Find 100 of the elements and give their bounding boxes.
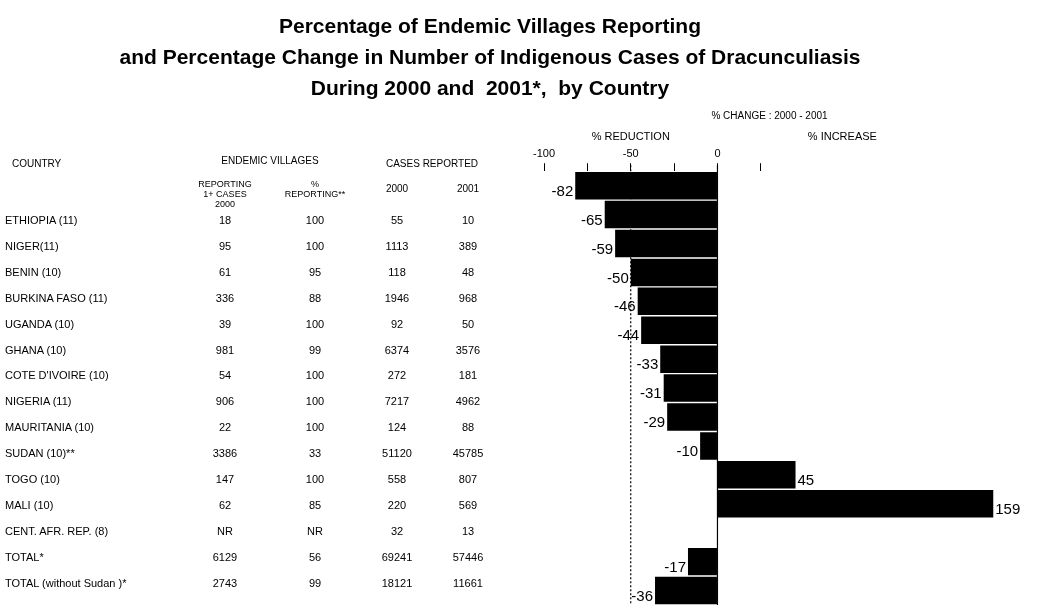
data-label: -33 — [636, 355, 659, 373]
text: 100 — [305, 369, 325, 382]
category-label: NIGER(11) — [5, 239, 59, 252]
text: 100 — [305, 473, 325, 485]
text: 558 — [387, 473, 407, 485]
text: 906 — [215, 395, 235, 408]
category-label: NIGERIA (11) — [5, 395, 72, 408]
category-label: % REPORTING** — [283, 179, 347, 199]
category-label: TOTAL* — [5, 550, 44, 563]
text: 807 — [458, 473, 478, 485]
text: 18 — [218, 214, 232, 226]
text: 57446 — [452, 550, 484, 563]
data-label: -36 — [631, 586, 654, 604]
category-label: 2000 — [384, 183, 410, 194]
text: 88 — [461, 421, 475, 434]
data-label: -29 — [643, 413, 666, 431]
x-axis-title: % CHANGE : 2000 - 2001 — [711, 109, 829, 121]
data-label: -46 — [613, 297, 636, 315]
category-label: TOTAL (without Sudan )* — [5, 576, 127, 589]
text: 22 — [218, 421, 232, 434]
data-label: -44 — [617, 326, 640, 344]
data-label: -17 — [664, 557, 686, 575]
text: 389 — [458, 239, 478, 252]
text: 100 — [305, 317, 325, 330]
category-label: GHANA (10) — [5, 343, 67, 356]
text: 1946 — [384, 291, 410, 304]
category-label: MAURITANIA (10) — [5, 421, 95, 434]
text: 100 — [305, 395, 325, 408]
text: 85 — [308, 498, 322, 511]
category-label: ETHIOPIA (11) — [5, 214, 78, 226]
text: 33 — [308, 447, 322, 460]
data-label: 45 — [797, 471, 815, 488]
category-label: BURKINA FASO (11) — [5, 291, 108, 304]
text: 181 — [458, 369, 478, 382]
text: 6129 — [212, 550, 238, 563]
text: 95 — [218, 239, 232, 252]
text: 100 — [305, 214, 325, 226]
text: 99 — [308, 343, 322, 356]
category-label: REPORTING 1+ CASES 2000 — [197, 179, 253, 209]
text: 7217 — [384, 395, 410, 408]
text: 13 — [461, 524, 475, 537]
category-label: 2001 — [455, 183, 481, 194]
text: 54 — [218, 369, 232, 382]
text: 39 — [218, 317, 232, 330]
data-label: 159 — [995, 499, 1021, 517]
data-label: -31 — [640, 384, 662, 402]
text: 95 — [308, 265, 322, 278]
text: 50 — [461, 317, 475, 330]
text: 272 — [387, 369, 407, 382]
text: 6374 — [384, 343, 410, 356]
text: 69241 — [381, 550, 413, 563]
x-tick-label: -50 — [622, 146, 639, 159]
text: 99 — [308, 576, 322, 589]
text: 147 — [215, 473, 235, 485]
text: 1113 — [385, 239, 409, 252]
text: CASES REPORTED — [384, 158, 480, 169]
x-tick-label: -100 — [532, 146, 556, 159]
text: 118 — [388, 265, 406, 278]
text: % INCREASE — [807, 130, 877, 142]
text: 981 — [215, 343, 235, 356]
x-tick-label: 0 — [714, 146, 721, 159]
text: 4962 — [455, 395, 481, 408]
text: COUNTRY — [12, 158, 63, 169]
text: 51120 — [382, 447, 412, 460]
category-label: BENIN (10) — [5, 265, 62, 278]
text: Percentage of Endemic Villages Reporting and Percentage Change in Number of Indigenous Cases of Dracunculiasis During 2000 and 2001*, by Country — [118, 13, 862, 101]
text: 3386 — [212, 447, 238, 460]
text: % REDUCTION — [591, 130, 670, 142]
text: 55 — [390, 214, 404, 226]
data-label: -50 — [607, 268, 629, 286]
text: 61 — [218, 265, 232, 278]
category-label: CENT. AFR. REP. (8) — [5, 524, 109, 537]
text: 2743 — [212, 576, 238, 589]
category-label: COTE D'IVOIRE (10) — [5, 369, 109, 382]
data-label: -82 — [551, 181, 574, 199]
text: 968 — [458, 291, 478, 304]
text: ENDEMIC VILLAGES — [220, 155, 320, 166]
data-label: -10 — [676, 442, 699, 460]
text: 62 — [218, 498, 232, 511]
text: 45785 — [452, 447, 484, 460]
text: 100 — [305, 421, 325, 434]
data-label: -65 — [581, 210, 603, 228]
text: 88 — [308, 291, 322, 304]
text: 10 — [461, 214, 475, 226]
data-label: -59 — [591, 239, 614, 257]
text: 11661 — [453, 576, 483, 589]
text: 18121 — [381, 576, 413, 589]
text: 56 — [308, 550, 322, 563]
text: 220 — [387, 498, 407, 511]
text: 3576 — [455, 343, 481, 356]
category-label: MALI (10) — [5, 498, 54, 511]
text: 92 — [390, 317, 404, 330]
category-label: UGANDA (10) — [5, 317, 75, 330]
text: 336 — [215, 291, 235, 304]
text: NR — [217, 524, 233, 537]
text: 100 — [305, 239, 325, 252]
text: NR — [307, 524, 323, 537]
text: 124 — [387, 421, 407, 434]
category-label: TOGO (10) — [5, 473, 60, 485]
text: 569 — [458, 498, 478, 511]
